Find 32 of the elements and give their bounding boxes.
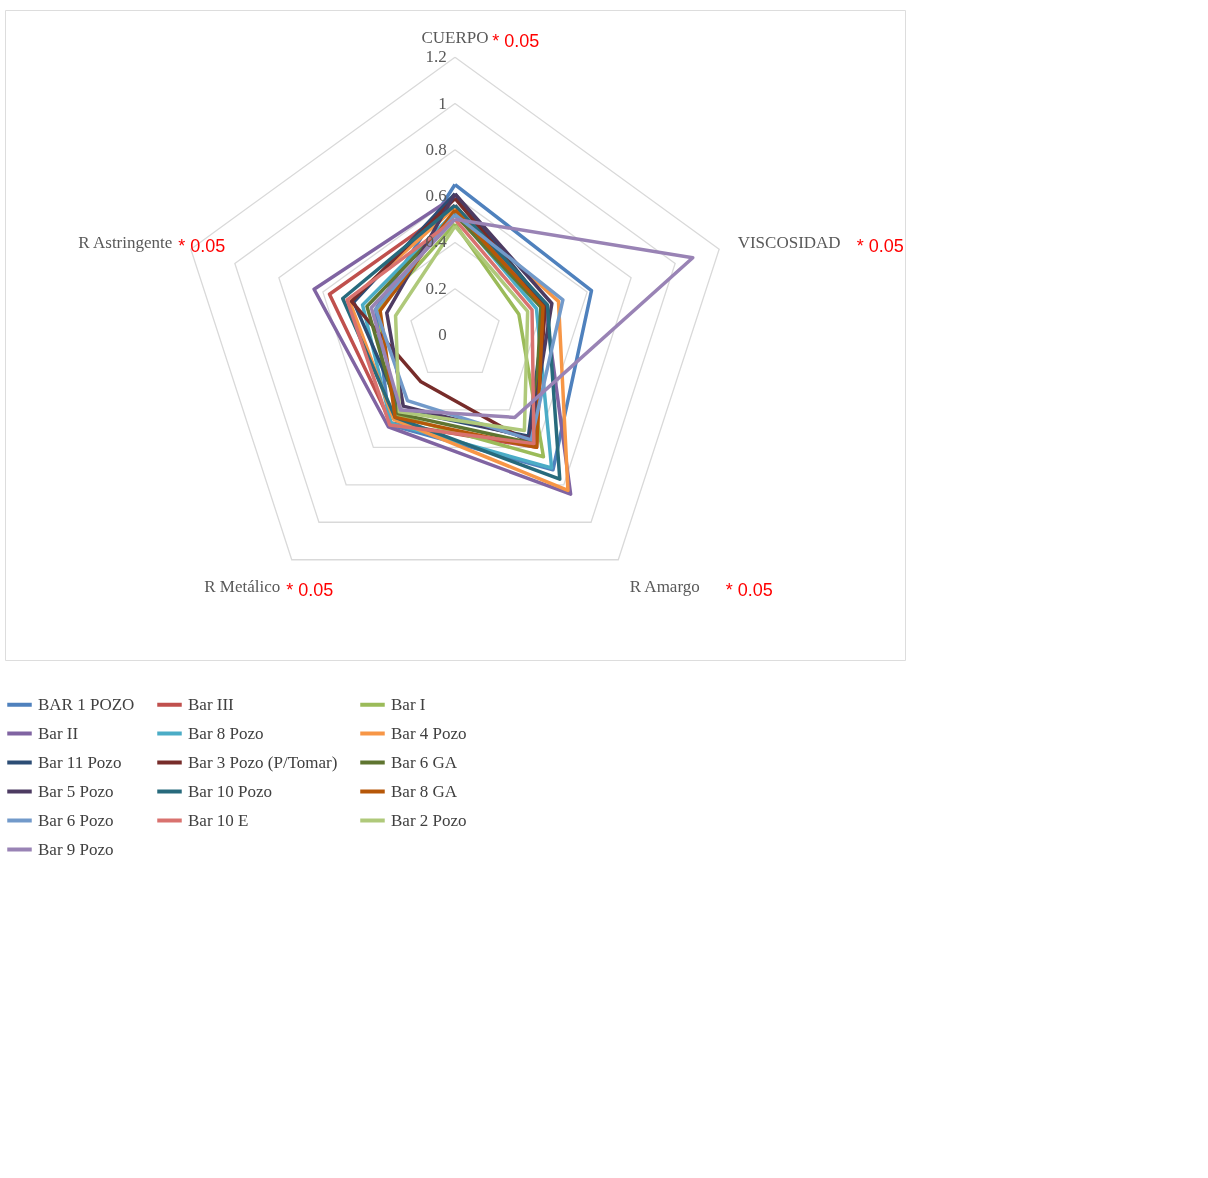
legend-label: Bar 2 Pozo bbox=[391, 810, 467, 830]
legend-label: Bar 9 Pozo bbox=[38, 839, 114, 859]
text: * 0.05 bbox=[725, 579, 773, 600]
spoke-label: CUERPO bbox=[421, 27, 489, 47]
spoke-label: R Astringente bbox=[78, 233, 173, 253]
text: * 0.05 bbox=[178, 236, 226, 257]
legend-label: Bar I bbox=[391, 694, 426, 714]
y-tick-label: 0.8 bbox=[425, 139, 447, 159]
legend-label: Bar 4 Pozo bbox=[391, 723, 467, 743]
legend-label: Bar 6 Pozo bbox=[38, 810, 114, 830]
legend-label: Bar 5 Pozo bbox=[38, 781, 114, 801]
text: * 0.05 bbox=[286, 579, 334, 600]
legend-label: BAR 1 POZO bbox=[38, 694, 135, 714]
legend-label: Bar II bbox=[38, 723, 79, 743]
y-tick-label: 1.2 bbox=[425, 47, 447, 67]
legend-label: Bar 10 Pozo bbox=[188, 781, 273, 801]
spoke-label: VISCOSIDAD bbox=[737, 233, 841, 253]
y-tick-label: 0.2 bbox=[425, 278, 447, 298]
text: * 0.05 bbox=[856, 236, 904, 257]
legend-label: Bar 6 GA bbox=[391, 752, 458, 772]
legend-label: Bar 8 GA bbox=[391, 781, 458, 801]
legend-label: Bar 8 Pozo bbox=[188, 723, 264, 743]
legend-label: Bar 11 Pozo bbox=[38, 752, 122, 772]
legend-label: Bar III bbox=[188, 694, 235, 714]
text: * 0.05 bbox=[492, 30, 540, 51]
y-tick-label: 1 bbox=[438, 93, 447, 113]
legend-label: Bar 3 Pozo (P/Tomar) bbox=[188, 752, 338, 772]
legend-label: Bar 10 E bbox=[188, 810, 249, 830]
y-tick-label: 0.6 bbox=[425, 186, 447, 206]
spoke-label: R Amargo bbox=[629, 576, 700, 596]
y-tick-label: 0 bbox=[438, 325, 447, 344]
spoke-label: R Metálico bbox=[204, 576, 281, 596]
